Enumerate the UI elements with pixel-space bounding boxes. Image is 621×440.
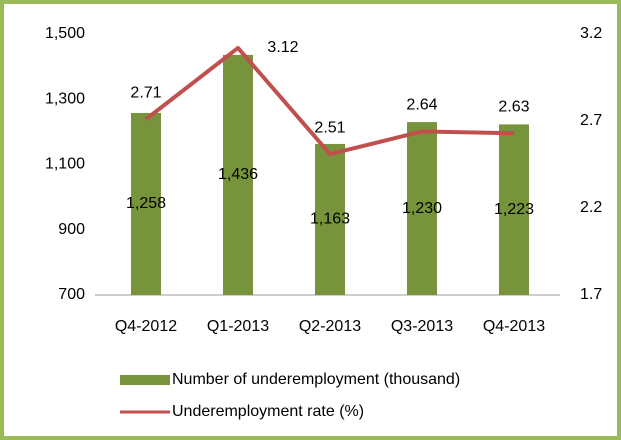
bar <box>499 124 529 295</box>
legend-label: Number of underemployment (thousand) <box>172 371 460 388</box>
y-tick-label: 1,300 <box>45 90 85 107</box>
bar-value-label: 1,436 <box>218 166 258 183</box>
line-value-label: 2.51 <box>314 119 345 136</box>
bar-value-label: 1,223 <box>494 201 534 218</box>
line-value-label: 2.71 <box>130 84 161 101</box>
y2-tick-label: 2.2 <box>580 199 602 216</box>
bar <box>131 112 161 295</box>
y-tick-label: 900 <box>58 221 85 238</box>
bar <box>407 122 437 296</box>
x-tick-label: Q4-2013 <box>483 318 545 335</box>
y-tick-label: 1,100 <box>45 156 85 173</box>
y2-tick-label: 1.7 <box>580 286 602 303</box>
bar <box>223 54 253 295</box>
legend-label: Underemployment rate (%) <box>172 403 364 420</box>
bar-value-label: 1,258 <box>126 195 166 212</box>
y2-tick-label: 2.7 <box>580 112 602 129</box>
x-tick-label: Q1-2013 <box>207 318 269 335</box>
line-value-label: 3.12 <box>267 39 298 56</box>
x-tick-label: Q4-2012 <box>115 318 177 335</box>
y2-tick-label: 3.2 <box>580 25 602 42</box>
bar-value-label: 1,230 <box>402 200 442 217</box>
line-value-label: 2.64 <box>406 97 437 114</box>
bar <box>315 143 345 295</box>
legend-swatch <box>120 375 170 385</box>
line <box>144 45 515 157</box>
line-value-label: 2.63 <box>498 98 529 115</box>
y-tick-label: 700 <box>58 286 85 303</box>
x-tick-label: Q3-2013 <box>391 318 453 335</box>
x-tick-label: Q2-2013 <box>299 318 361 335</box>
bar-value-label: 1,163 <box>310 211 350 228</box>
y-tick-label: 1,500 <box>45 25 85 42</box>
